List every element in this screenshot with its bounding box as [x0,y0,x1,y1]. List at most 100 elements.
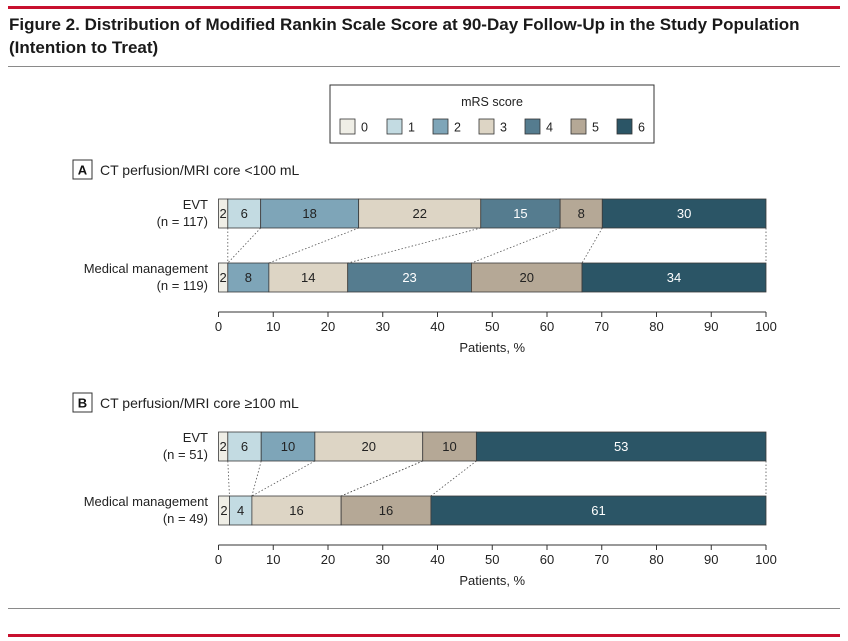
bar-value-label: 2 [220,270,227,285]
bar-segment-mrs-3 [358,198,482,229]
legend-frame [329,84,655,144]
row-label: EVT [183,430,208,445]
x-tick-label: 90 [704,552,718,567]
bar-segment-mrs-6 [475,431,767,462]
connector-line [340,460,423,497]
bar-value-label: 4 [237,503,244,518]
panel-b-label-box [72,392,93,413]
row-n-label: (n = 49) [163,511,208,526]
bar-segment-mrs-3 [314,431,424,462]
row-n-label: (n = 117) [157,214,208,229]
bar-segment-mrs-4 [347,262,472,293]
bar-value-label: 20 [362,439,376,454]
bar-segment-mrs-5 [422,431,477,462]
x-tick-label: 20 [321,552,335,567]
bar-segment-mrs-2 [260,431,316,462]
row-label: EVT [183,197,208,212]
x-tick-label: 100 [755,552,777,567]
legend-label-0: 0 [361,121,368,135]
row-n-label: (n = 51) [163,447,208,462]
bar-segment-mrs-2 [260,198,360,229]
bar-value-label: 10 [442,439,456,454]
bar-value-label: 16 [379,503,393,518]
legend-title: mRS score [461,95,523,109]
title-divider [8,66,840,67]
connector-line [251,460,262,497]
legend-label-3: 3 [500,121,507,135]
x-tick-label: 50 [485,552,499,567]
bar-value-label: 53 [614,439,628,454]
x-tick-label: 90 [704,319,718,334]
x-tick-label: 10 [266,552,280,567]
legend-swatch-2 [432,118,449,135]
legend-swatch-4 [524,118,541,135]
panel-a-title: CT perfusion/MRI core <100 mL [100,162,300,178]
bar-value-label: 2 [220,206,227,221]
bar-segment-mrs-6 [430,495,767,526]
bar-segment-mrs-5 [340,495,432,526]
legend-label-4: 4 [546,121,553,135]
bar-value-label: 6 [241,206,248,221]
bar-value-label: 34 [667,270,681,285]
bar-segment-mrs-6 [601,198,767,229]
bar-value-label: 2 [220,503,227,518]
legend-swatch-5 [570,118,587,135]
x-tick-label: 60 [540,552,554,567]
connector-line [340,460,423,497]
x-tick-label: 100 [755,319,777,334]
x-tick-label: 30 [376,552,390,567]
figure-title-line-2: (Intention to Treat) [9,38,159,57]
bar-segment-mrs-4 [480,198,561,229]
bar-value-label: 18 [302,206,316,221]
bar-value-label: 14 [301,270,315,285]
bar-value-label: 2 [220,439,227,454]
bar-value-label: 61 [591,503,605,518]
x-axis-title: Patients, % [459,573,525,588]
bar-value-label: 8 [245,270,252,285]
x-tick-label: 70 [595,552,609,567]
bottom-divider [8,608,840,609]
connector-line [347,227,481,264]
x-tick-label: 60 [540,319,554,334]
bar-value-label: 6 [241,439,248,454]
connector-line [430,460,477,497]
x-tick-label: 40 [430,319,444,334]
bar-segment-mrs-2 [227,262,270,293]
bar-value-label: 15 [513,206,527,221]
x-tick-label: 70 [595,319,609,334]
panel-a-header: A CT perfusion/MRI core <100 mL [72,159,300,180]
legend-label-1: 1 [408,121,415,135]
row-n-label: (n = 119) [157,278,208,293]
x-tick-label: 80 [649,552,663,567]
panel-a-label-box [72,159,93,180]
legend-items: 0 1 2 3 4 5 6 [339,118,645,135]
row-label: Medical management [84,261,209,276]
connector-line [581,227,603,264]
x-tick-label: 30 [376,319,390,334]
x-tick-label: 80 [649,319,663,334]
x-axis-title: Patients, % [459,340,525,355]
legend-label-5: 5 [592,121,599,135]
connector-line [268,227,359,264]
legend-swatch-6 [616,118,633,135]
panel-b-title: CT perfusion/MRI core ≥100 mL [100,395,299,411]
bar-segment-mrs-1 [227,431,262,462]
connector-line [227,227,261,264]
bar-segment-mrs-1 [227,198,262,229]
bar-segment-mrs-6 [581,262,767,293]
figure-title-line-1: Figure 2. Distribution of Modified Ranki… [9,15,800,34]
legend-swatch-3 [478,118,495,135]
legend-label-2: 2 [454,121,461,135]
bottom-accent-rule [8,634,840,637]
connector-line [471,227,561,264]
connector-line [227,460,230,497]
bar-segment-mrs-5 [559,198,603,229]
bar-value-label: 20 [520,270,534,285]
bar-value-label: 8 [578,206,585,221]
legend-swatch-1 [386,118,403,135]
bar-value-label: 30 [677,206,691,221]
connector-line [251,460,316,497]
